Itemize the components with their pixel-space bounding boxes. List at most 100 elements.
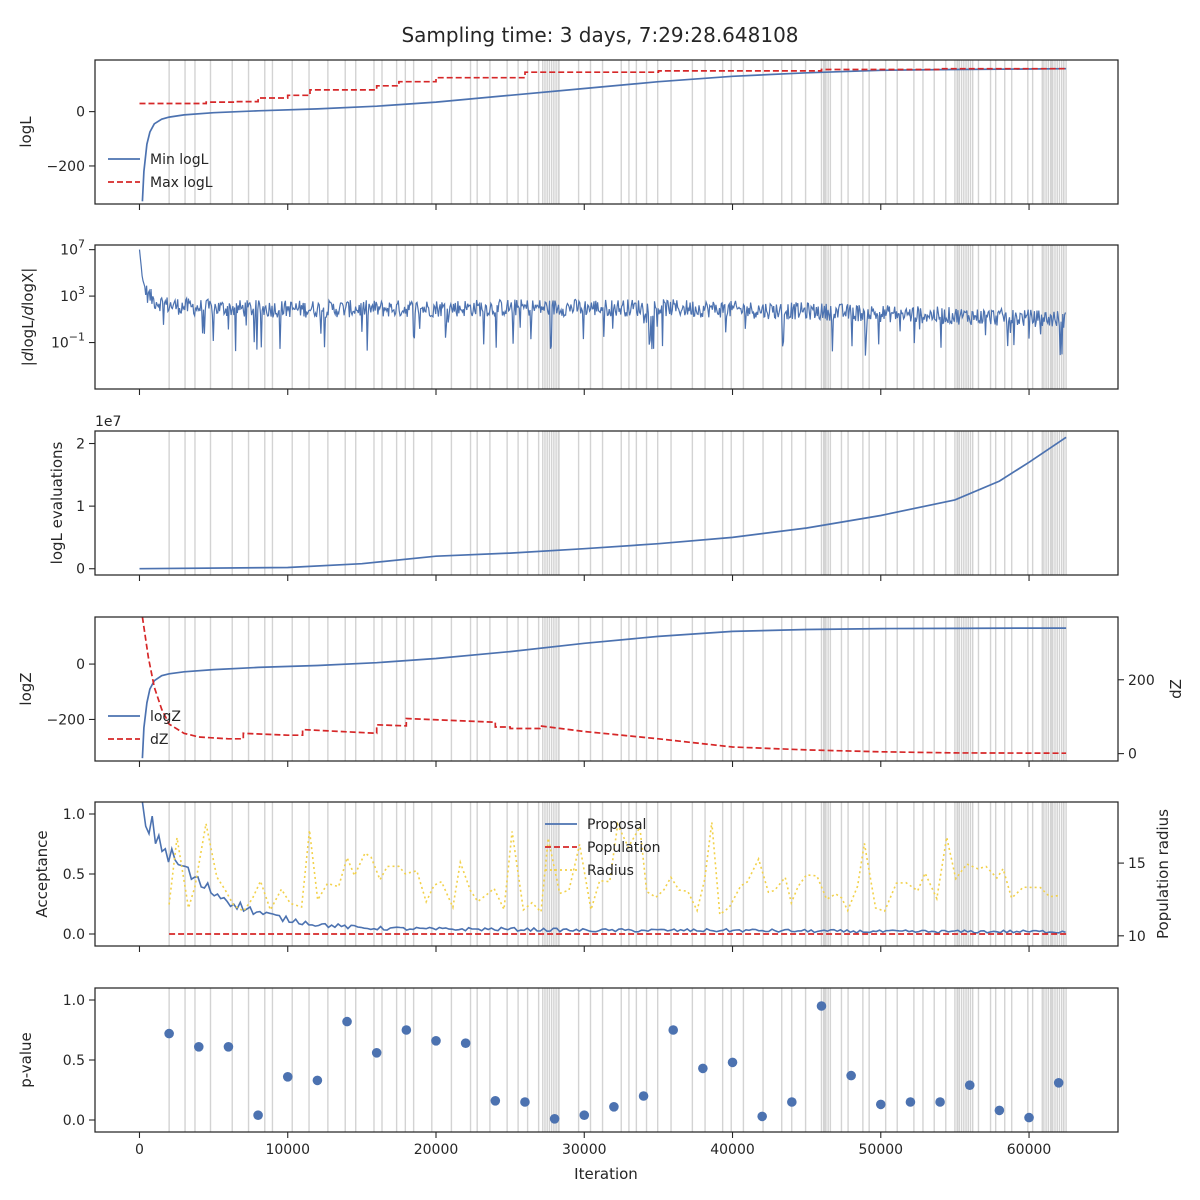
data-point: [253, 1110, 263, 1120]
axes-frame: [94, 430, 1119, 576]
x-tick-label: 50000: [859, 1142, 904, 1158]
y-axis-label: logL: [17, 116, 35, 148]
data-point: [282, 1072, 293, 1082]
y-axis-label-right: dZ: [1167, 679, 1185, 699]
panel-2-ytick-label: 107: [60, 238, 85, 259]
plot-area: [141, 802, 1067, 946]
panel-1: 0 −200 logL Min logL Max logL: [17, 59, 1119, 210]
data-point: [875, 1099, 886, 1110]
panel-1-ytick-label: −200: [47, 159, 85, 175]
data-point: [816, 1001, 827, 1011]
data-point: [609, 1102, 619, 1112]
panel-3: 0 1 2 logL evaluations 1e7: [48, 414, 1119, 581]
data-point: [164, 1028, 174, 1039]
x-tick-label: 30000: [562, 1142, 607, 1158]
figure-title: Sampling time: 3 days, 7:29:28.648108: [401, 23, 798, 47]
data-point: [638, 1091, 649, 1101]
series-radius: [168, 821, 1060, 917]
series-min-logl: [141, 67, 1067, 202]
data-point: [1053, 1078, 1064, 1088]
data-point: [1024, 1112, 1034, 1123]
panel-6-ytick-label: 0.0: [63, 1113, 85, 1129]
panel-2: 107 103 10−1 |dlogL/dlogX|: [19, 238, 1119, 395]
panel-4-right-ytick-label: 0: [1128, 747, 1137, 763]
panel-5: 1.0 0.5 0.0 15 10 Acceptance Population radius…: [33, 801, 1172, 952]
data-point: [905, 1097, 916, 1107]
panel-2-ytick-label: 103: [60, 284, 85, 305]
data-point: [312, 1075, 323, 1086]
data-point: [223, 1042, 234, 1052]
panel-2-ytick-label: 10−1: [51, 331, 85, 352]
series-proposal: [141, 802, 1066, 934]
panel-5-ytick-label: 0.0: [63, 927, 85, 943]
data-point: [193, 1042, 204, 1052]
data-point: [401, 1025, 412, 1035]
y-axis-label: p-value: [17, 1032, 35, 1088]
x-axis-label: Iteration: [574, 1165, 638, 1183]
x-tick-label: 10000: [265, 1142, 310, 1158]
data-point: [460, 1038, 471, 1048]
panel-6-ytick-label: 1.0: [63, 993, 85, 1009]
offset-text: 1e7: [95, 414, 121, 430]
panel-1-ytick-label: 0: [76, 105, 85, 121]
panel-4-ytick-label: 0: [76, 657, 85, 673]
legend-label: dZ: [150, 732, 168, 748]
series-line-2: [139, 436, 1067, 570]
data-point: [757, 1111, 767, 1122]
data-point: [579, 1110, 590, 1120]
panels: 0 −200 logL Min logL Max logL 107 103 10−1 |dlog…: [17, 59, 1185, 1158]
panel-3-ytick-label: 0: [76, 562, 85, 578]
data-point: [342, 1016, 352, 1027]
panel-3-ytick-label: 2: [76, 437, 85, 453]
x-tick-label: 0: [135, 1142, 144, 1158]
plot-area: [164, 988, 1067, 1132]
data-point: [668, 1025, 679, 1035]
y-axis-label: |dlogL/dlogX|: [19, 268, 37, 367]
y-axis-label: Acceptance: [33, 830, 51, 917]
legend-label: Radius: [587, 863, 634, 879]
series-dz: [141, 617, 1067, 755]
plot-area: [139, 60, 1067, 204]
legend-label: Max logL: [150, 175, 213, 191]
data-point: [431, 1036, 441, 1046]
panel-5-ytick-label: 0.5: [63, 867, 85, 883]
data-point: [490, 1096, 501, 1106]
panel-5-ytick-label: 1.0: [63, 807, 85, 823]
data-point: [520, 1097, 530, 1107]
legend-label: Population: [587, 840, 661, 856]
axes-frame: [94, 244, 1119, 390]
series-line-1: [138, 249, 1067, 356]
y-axis-label: logZ: [17, 672, 35, 705]
panel-5-right-ytick-label: 15: [1128, 856, 1146, 872]
panel-3-ytick-label: 1: [76, 499, 85, 515]
data-point: [846, 1070, 856, 1081]
data-point: [371, 1048, 382, 1058]
plot-area: [141, 617, 1067, 761]
plot-area: [139, 431, 1067, 575]
legend-label: logZ: [150, 709, 181, 725]
panel-5-right-ytick-label: 10: [1128, 929, 1146, 945]
data-point: [935, 1097, 945, 1107]
data-point: [994, 1105, 1005, 1116]
y-axis-label: logL evaluations: [48, 441, 66, 564]
panel-4: 0 −200 200 0 logZ dZ logZ dZ: [17, 616, 1185, 767]
data-point: [549, 1114, 560, 1124]
series-max-logl: [139, 67, 1067, 105]
panel-6: 0 10000 20000 30000 40000 50000 60000 1.0 0.5 0.0…: [17, 987, 1119, 1158]
axes-frame: [94, 616, 1119, 762]
series-logz: [141, 627, 1067, 759]
data-point: [964, 1080, 975, 1090]
data-point: [727, 1057, 738, 1068]
x-tick-label: 20000: [414, 1142, 459, 1158]
x-tick-label: 40000: [710, 1142, 755, 1158]
plot-area: [138, 245, 1067, 389]
data-point: [698, 1063, 708, 1074]
panel-4-right-ytick-label: 200: [1128, 673, 1155, 689]
panel-6-ytick-label: 0.5: [63, 1053, 85, 1069]
panel-4-ytick-label: −200: [47, 712, 85, 728]
legend-label: Proposal: [587, 817, 646, 833]
y-axis-label-right: Population radius: [1154, 809, 1172, 939]
legend-label: Min logL: [150, 152, 209, 168]
x-tick-label: 60000: [1007, 1142, 1052, 1158]
